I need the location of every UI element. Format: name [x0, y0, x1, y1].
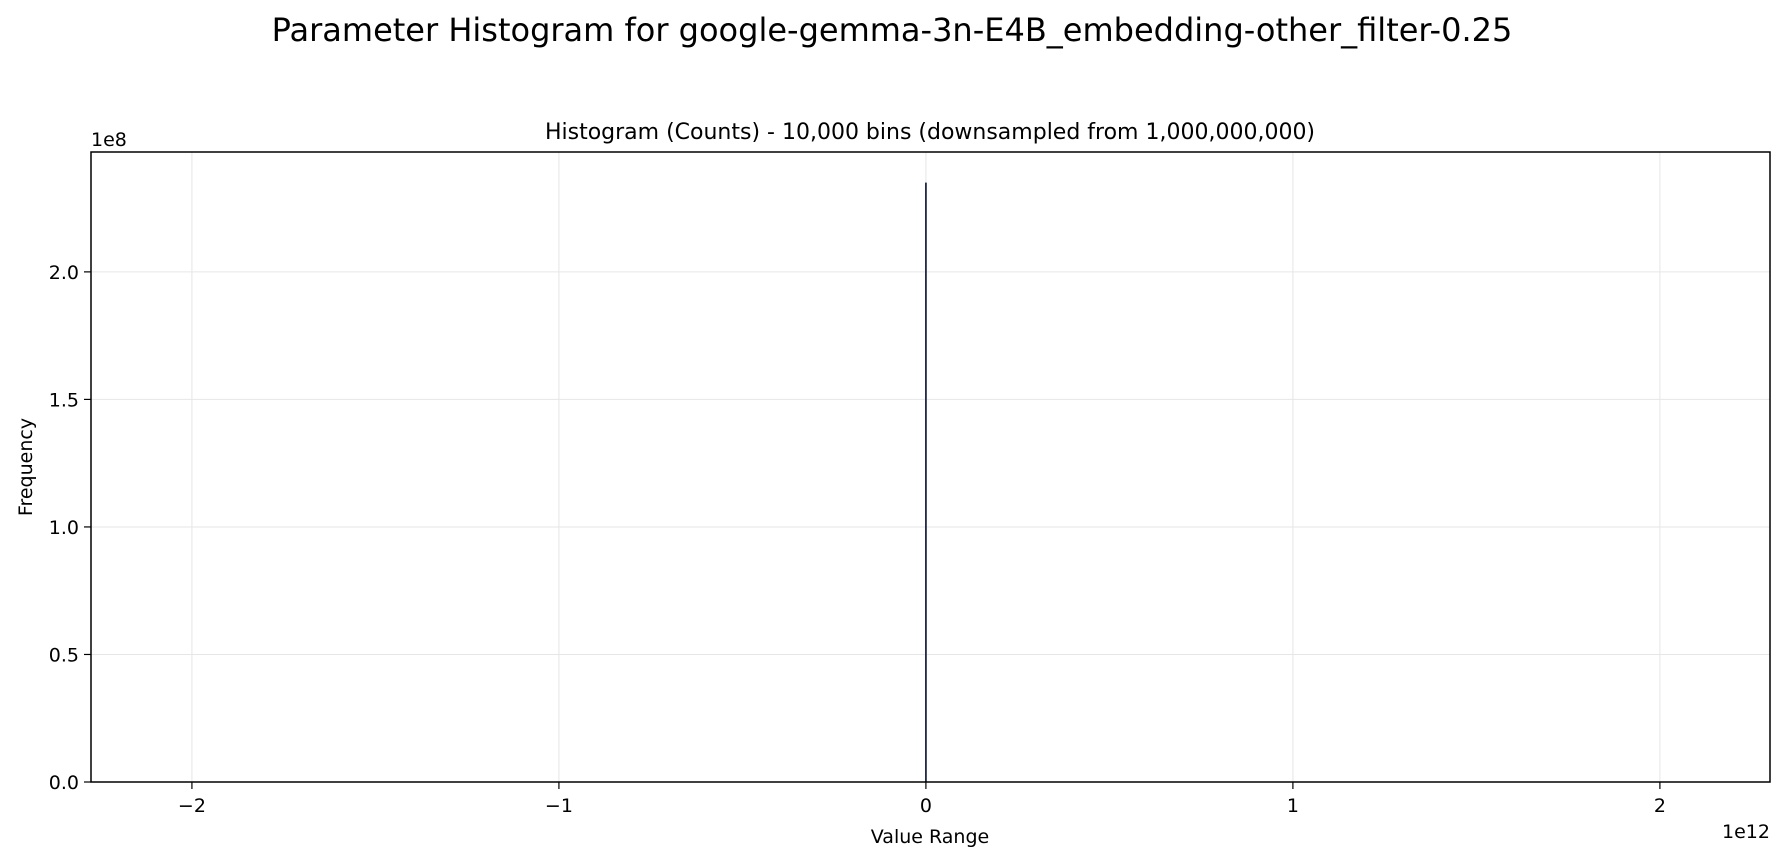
x-tick-label: −2	[178, 795, 206, 817]
x-tick-label: 1	[1287, 795, 1299, 817]
figure-title: Parameter Histogram for google-gemma-3n-…	[271, 11, 1513, 49]
grid-lines	[91, 152, 1770, 783]
x-tick-label: 0	[920, 795, 932, 817]
y-tick-label: 0.5	[49, 644, 79, 666]
y-tick-label: 2.0	[49, 262, 79, 284]
x-axis-ticks: −2 −1 0 1 2	[178, 782, 1666, 817]
x-axis-label: Value Range	[871, 826, 989, 848]
x-tick-label: 2	[1654, 795, 1666, 817]
histogram-bars	[925, 182, 927, 782]
x-axis-offset-text: 1e12	[1722, 821, 1770, 843]
chart-title: Histogram (Counts) - 10,000 bins (downsa…	[545, 120, 1315, 145]
y-tick-label: 1.5	[49, 389, 79, 411]
y-tick-label: 0.0	[49, 772, 79, 794]
x-tick-label: −1	[545, 795, 573, 817]
y-axis-label: Frequency	[15, 418, 37, 516]
histogram-bar	[925, 182, 927, 782]
y-axis-offset-text: 1e8	[91, 129, 127, 151]
y-tick-label: 1.0	[49, 517, 79, 539]
axes-frame	[90, 151, 1771, 783]
y-axis-ticks: 0.0 0.5 1.0 1.5 2.0	[49, 262, 91, 794]
